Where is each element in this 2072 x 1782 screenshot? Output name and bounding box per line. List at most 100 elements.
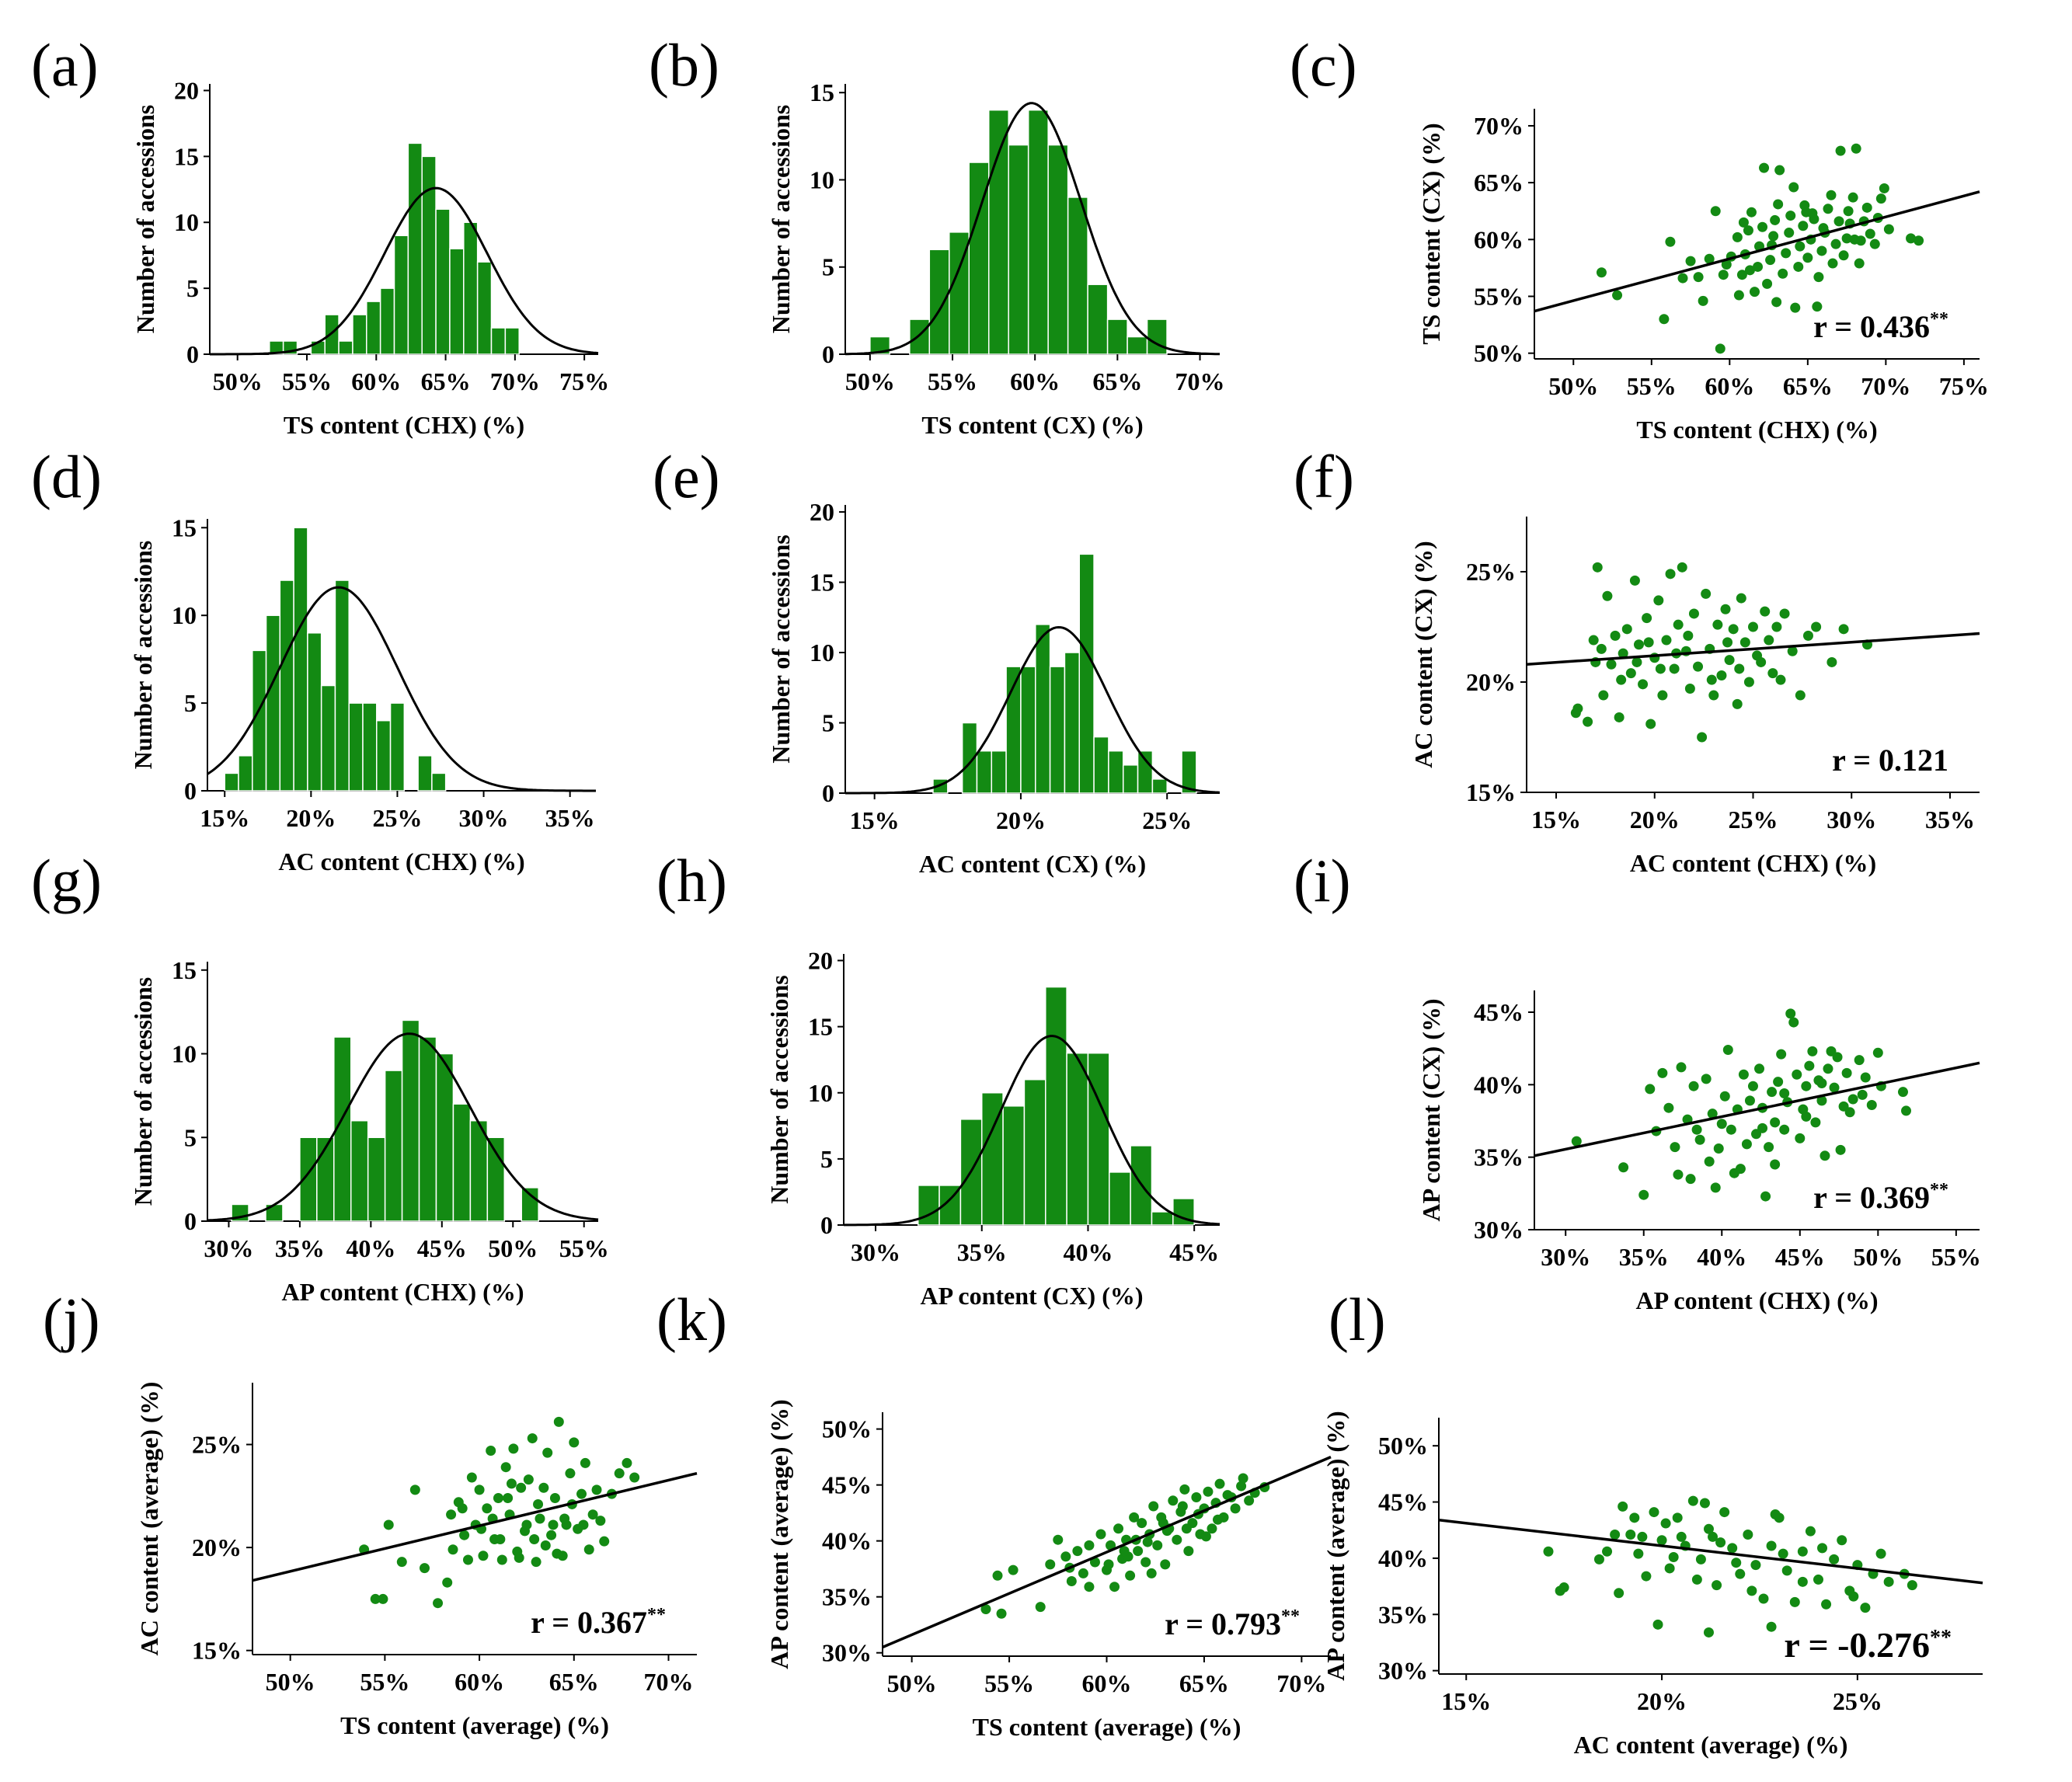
scatter-point <box>1770 1117 1781 1128</box>
scatter-point <box>1660 1518 1671 1529</box>
y-tick-label: 0 <box>822 779 834 807</box>
y-axis-label: TS content (CX) (%) <box>1417 123 1445 344</box>
scatter-point <box>1084 1582 1095 1592</box>
histogram-bar <box>463 221 479 355</box>
scatter-point <box>1657 1067 1668 1078</box>
scatter-point <box>614 1468 625 1479</box>
histogram-bar <box>521 1187 539 1222</box>
histogram-bar <box>362 702 378 792</box>
x-axis-label: AC content (CHX) (%) <box>278 847 524 875</box>
scatter-point <box>1704 253 1715 264</box>
panel-e: (e) 15% 20% 25% 0 5 10 15 20 AC content (CX) (%) N… <box>653 443 1221 878</box>
scatter-point <box>1691 1574 1702 1585</box>
x-axis-label: AP content (CX) (%) <box>920 1282 1143 1310</box>
histogram-bar <box>1181 750 1197 794</box>
scatter-point <box>1160 1559 1171 1570</box>
scatter-point <box>622 1457 632 1468</box>
y-tick-label: 15 <box>174 142 199 170</box>
histogram-bar <box>334 579 350 792</box>
scatter-point <box>1719 1091 1730 1102</box>
regression-line <box>1534 190 1980 313</box>
y-tick-label: 10 <box>172 1040 197 1068</box>
scatter-point <box>1738 1069 1749 1080</box>
scatter-point <box>546 1530 557 1540</box>
scatter-point <box>1805 1526 1816 1537</box>
scatter-point <box>370 1593 381 1604</box>
scatter-point <box>1722 1045 1733 1056</box>
scatter-point <box>1669 663 1680 674</box>
y-axis-label: Number of accessions <box>767 534 795 764</box>
scatter-point <box>419 1563 430 1574</box>
histogram-bar <box>1146 318 1168 355</box>
histogram-bar <box>393 235 409 355</box>
scatter-point <box>1841 1067 1852 1078</box>
scatter-point <box>629 1472 640 1483</box>
scatter-point <box>1677 562 1687 573</box>
scatter-point <box>1633 1548 1644 1559</box>
y-tick-label: 10 <box>174 208 199 236</box>
y-tick-label: 10 <box>172 601 197 629</box>
scatter-point <box>599 1536 610 1547</box>
scatter-point <box>1760 606 1771 617</box>
panel-i: (i) r = 0.369** 30% 35% 40% 45% 50% 55% 30% 35% 40… <box>1294 847 1981 1314</box>
y-tick-label: 45% <box>1378 1488 1428 1516</box>
scatter-point <box>1795 241 1806 252</box>
histogram-bar <box>350 1119 369 1222</box>
scatter-point <box>1798 221 1809 231</box>
scatter-point <box>552 1548 562 1559</box>
scatter-point <box>508 1443 519 1454</box>
panel-b: (b) 50% 55% 60% 65% 70% 0 5 10 15 TS content (CX) … <box>649 31 1225 439</box>
scatter-point <box>1779 1088 1790 1099</box>
x-tick-label: 75% <box>1939 372 1989 400</box>
histogram-bar <box>421 155 437 355</box>
scatter-point <box>1724 655 1735 666</box>
scatter-point <box>1768 231 1779 242</box>
correlation-label: r = -0.276** <box>1784 1625 1952 1665</box>
scatter-point <box>1703 1523 1714 1534</box>
y-tick-label: 5 <box>820 1145 833 1173</box>
scatter-point <box>1203 1486 1214 1497</box>
scatter-point <box>1748 621 1758 632</box>
scatter-point <box>1861 202 1872 213</box>
scatter-point <box>1614 1588 1625 1599</box>
y-tick-label: 5 <box>184 689 197 717</box>
histogram-bar <box>435 1053 454 1222</box>
scatter-point <box>1676 1062 1687 1073</box>
panel-label: (e) <box>653 443 720 510</box>
scatter-point <box>1773 1077 1784 1088</box>
y-tick-label: 30% <box>1378 1657 1428 1685</box>
x-tick-label: 45% <box>1169 1238 1219 1266</box>
scatter-point <box>1715 343 1726 354</box>
scatter-point <box>1642 613 1652 624</box>
scatter-point <box>1854 258 1865 269</box>
scatter-point <box>1685 1174 1696 1185</box>
scatter-point <box>1685 256 1696 266</box>
histogram-bar <box>279 579 294 792</box>
scatter-point <box>1760 1191 1771 1202</box>
y-tick-label: 10 <box>808 1079 833 1107</box>
y-axis-label: AP content (average) (%) <box>765 1399 793 1669</box>
histogram-bar <box>348 702 364 792</box>
scatter-point <box>587 1509 598 1520</box>
x-tick-label: 25% <box>1142 806 1192 834</box>
scatter-point <box>1766 1540 1777 1551</box>
panel-label: (b) <box>649 31 719 99</box>
y-tick-label: 5 <box>822 253 834 281</box>
x-tick-label: 15% <box>1531 806 1581 834</box>
scatter-point <box>1829 1082 1840 1093</box>
scatter-point <box>1779 1124 1790 1135</box>
scatter-point <box>1621 624 1632 635</box>
panel-label: (i) <box>1294 847 1351 914</box>
y-tick-label: 40% <box>1474 1070 1524 1098</box>
scatter-point <box>1708 1531 1719 1542</box>
scatter-point <box>538 1482 549 1493</box>
y-tick-label: 35% <box>1474 1143 1524 1171</box>
y-tick-label: 20 <box>174 76 199 104</box>
histogram-bar <box>1023 1078 1046 1226</box>
scatter-point <box>1731 1558 1742 1568</box>
regression-line <box>882 1456 1332 1649</box>
scatter-point <box>1757 221 1768 232</box>
x-tick-label: 20% <box>1637 1687 1687 1715</box>
scatter-point <box>1821 1599 1832 1610</box>
x-axis-label: AC content (CHX) (%) <box>1630 849 1876 877</box>
